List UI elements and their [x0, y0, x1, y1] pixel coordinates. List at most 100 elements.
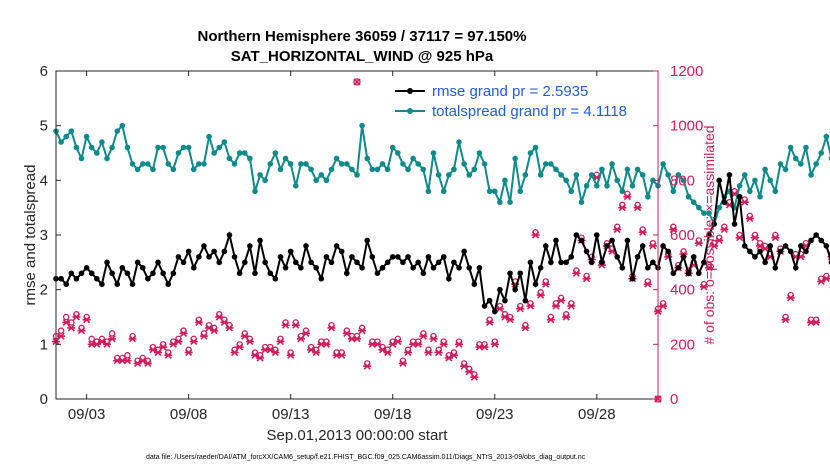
- obs-assimilated-point: [531, 231, 540, 239]
- totalspread-point: [267, 161, 274, 167]
- rmse-point: [364, 237, 371, 244]
- rmse-point: [726, 172, 733, 178]
- totalspread-point: [680, 177, 687, 184]
- totalspread-point: [343, 161, 350, 167]
- totalspread-point: [675, 172, 682, 178]
- totalspread-point: [216, 144, 223, 151]
- totalspread-point: [527, 150, 534, 156]
- obs-assimilated-point: [240, 332, 249, 340]
- rmse-point: [211, 248, 217, 255]
- totalspread-point: [303, 161, 309, 167]
- obs-assimilated-point: [771, 234, 780, 242]
- totalspread-point: [777, 161, 784, 167]
- rmse-point: [58, 275, 64, 282]
- totalspread-point: [201, 161, 207, 167]
- obs-assimilated-point: [546, 316, 555, 324]
- rmse-point: [670, 270, 677, 277]
- obs-assimilated-point: [291, 321, 300, 329]
- obs-assimilated-point: [424, 348, 433, 357]
- totalspread-point: [808, 172, 814, 178]
- rmse-point: [272, 275, 279, 282]
- totalspread-point: [471, 166, 478, 173]
- totalspread-point: [425, 188, 432, 195]
- obs-assimilated-point: [699, 283, 708, 291]
- rmse-point: [430, 265, 437, 271]
- rmse-point: [818, 237, 825, 244]
- rmse-point: [548, 259, 554, 266]
- obs-assimilated-point: [414, 340, 423, 348]
- rmse-point: [134, 259, 141, 266]
- totalspread-point: [410, 155, 416, 162]
- x-tick-label: 09/13: [272, 406, 310, 423]
- obs-assimilated-point: [230, 348, 239, 357]
- obs-assimilated-point: [194, 318, 203, 327]
- totalspread-point: [512, 155, 518, 162]
- rmse-point: [145, 275, 151, 282]
- totalspread-point: [782, 166, 789, 173]
- totalspread-point: [328, 166, 335, 173]
- chart-title-line-2: SAT_HORIZONTAL_WIND @ 925 hPa: [231, 48, 494, 65]
- obs-assimilated-point: [327, 324, 336, 332]
- y-axis-label-left: rmse and totalspread: [22, 165, 39, 306]
- rmse-point: [706, 232, 712, 238]
- obs-assimilated-point: [62, 318, 71, 327]
- obs-assimilated-point: [164, 351, 173, 359]
- rmse-point: [542, 243, 549, 249]
- rmse-point: [99, 281, 105, 288]
- obs-assimilated-point: [159, 343, 168, 351]
- obs-assimilated-point: [735, 234, 744, 242]
- totalspread-point: [803, 144, 809, 151]
- rmse-point: [328, 259, 335, 266]
- rmse-point: [435, 259, 442, 266]
- totalspread-point: [415, 161, 422, 167]
- rmse-point: [78, 270, 85, 277]
- rmse-point: [440, 254, 447, 260]
- rmse-point: [578, 237, 585, 244]
- rmse-point: [777, 248, 784, 255]
- rmse-point: [716, 177, 723, 184]
- totalspread-point: [609, 161, 615, 167]
- obs-assimilated-point: [342, 329, 351, 337]
- totalspread-point: [660, 161, 666, 167]
- rmse-point: [313, 265, 319, 271]
- rmse-point: [252, 270, 258, 277]
- totalspread-point: [124, 144, 131, 151]
- totalspread-point: [435, 172, 442, 178]
- totalspread-point: [787, 144, 794, 151]
- totalspread-point: [405, 166, 411, 173]
- obs-assimilated-point: [179, 329, 188, 337]
- totalspread-point: [701, 210, 707, 216]
- y-tick-label-right: 600: [670, 227, 695, 244]
- rmse-point: [507, 270, 513, 277]
- rmse-point: [721, 199, 728, 205]
- obs-assimilated-point: [745, 215, 754, 223]
- obs-assimilated-point: [312, 348, 321, 357]
- totalspread-point: [558, 172, 564, 178]
- totalspread-point: [298, 161, 304, 167]
- totalspread-point: [818, 150, 825, 156]
- rmse-point: [563, 259, 569, 266]
- rmse-point: [379, 265, 386, 271]
- obs-assimilated-point: [210, 327, 219, 335]
- totalspread-point: [196, 161, 202, 167]
- obs-assimilated-point: [337, 351, 346, 359]
- totalspread-point: [588, 172, 595, 178]
- rmse-point: [813, 232, 819, 238]
- obs-assimilated-point: [490, 340, 499, 348]
- totalspread-point: [583, 183, 590, 189]
- obs-possible-point: [108, 330, 116, 337]
- totalspread-point: [491, 188, 498, 195]
- obs-assimilated-point: [143, 359, 152, 368]
- totalspread-point: [568, 188, 575, 195]
- rmse-point: [389, 254, 396, 260]
- rmse-point: [491, 308, 498, 315]
- rmse-point: [420, 270, 427, 277]
- totalspread-point: [446, 172, 452, 178]
- rmse-point: [323, 254, 330, 260]
- totalspread-point: [369, 166, 376, 173]
- rmse-point: [206, 254, 212, 260]
- x-tick-label: 09/18: [374, 406, 412, 423]
- rmse-point: [466, 265, 473, 271]
- rmse-point: [808, 237, 814, 244]
- rmse-point: [150, 270, 156, 277]
